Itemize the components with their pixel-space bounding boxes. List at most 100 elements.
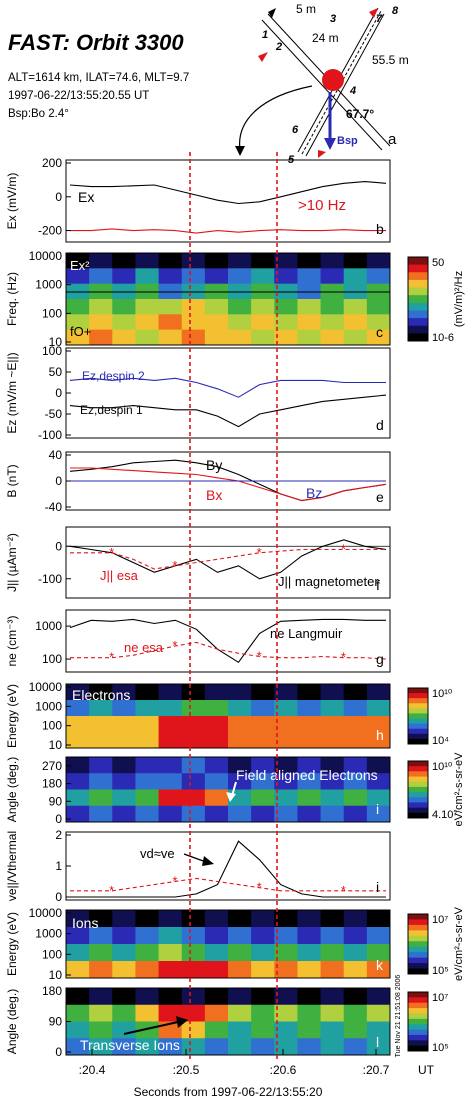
pitch-angle-cell: [228, 805, 252, 823]
y-axis-label: ne (cm⁻³): [5, 615, 19, 666]
ion-pitch-cell: [135, 1021, 160, 1039]
ion-pitch-cell: [343, 1038, 368, 1056]
ion-pitch-cell: [228, 1038, 252, 1056]
electron-energy-cell: [297, 684, 322, 701]
colorbar-swatch: [408, 295, 428, 304]
electron-energy-cell: [343, 684, 368, 701]
field-ratio: Bsp:Bo 2.4°: [8, 108, 69, 120]
ion-energy-cell: [204, 944, 229, 962]
colorbar-swatch: [408, 941, 428, 948]
panel-letter: i: [376, 801, 379, 817]
ion-energy-cell: [158, 910, 183, 928]
ion-pitch-cell: [181, 1038, 206, 1056]
probe-marker: [258, 52, 268, 62]
colorbar-swatch: [408, 1045, 428, 1052]
probe-number: 7: [376, 13, 383, 25]
panel-frame: [65, 159, 391, 243]
ion-energy-cell: [274, 961, 298, 979]
y-tick-label: 0: [55, 474, 62, 488]
electron-energy-cell: [135, 700, 160, 717]
y-tick-label: 10000: [29, 906, 63, 920]
y-tick-label: 10: [49, 335, 63, 349]
electron-energy-cell: [228, 716, 252, 733]
colorbar-swatch: [408, 302, 428, 311]
spectrogram-cell: [158, 314, 183, 331]
colorbar-swatch: [408, 723, 428, 730]
colorbar-max: 10⁷: [432, 992, 448, 1004]
annotation-arrow-head: [202, 856, 214, 866]
x-axis-label: Seconds from 1997-06-22/13:55:20: [134, 1085, 323, 1099]
spectrogram-cell: [343, 329, 368, 346]
electron-energy-cell: [228, 732, 252, 749]
spectrogram-cell: [343, 314, 368, 331]
x-tick-label: :20.7: [363, 1063, 390, 1077]
annotation-arrow: [183, 853, 207, 863]
series-line: [69, 539, 387, 580]
ion-energy-cell: [343, 944, 368, 962]
pitch-angle-cell: [66, 773, 90, 790]
electron-energy-cell: [204, 732, 229, 749]
ion-energy-cell: [274, 910, 298, 928]
y-tick-label: 0: [55, 386, 62, 400]
y-tick-label: -200: [38, 224, 62, 238]
y-tick-label: 50: [49, 365, 63, 379]
ion-pitch-cell: [158, 1038, 183, 1056]
electron-energy-cell: [158, 716, 183, 733]
y-tick-label: 0: [55, 812, 62, 826]
colorbar-min: 10⁵: [432, 965, 449, 977]
panel-letter: l: [376, 1034, 379, 1050]
ion-energy-cell: [343, 910, 368, 928]
y-tick-label: 200: [42, 156, 62, 170]
ion-energy-cell: [181, 910, 206, 928]
spectrogram-cell: [320, 314, 345, 331]
spectrogram-cell: [66, 329, 90, 346]
ion-pitch-cell: [135, 1038, 160, 1056]
colorbar-frame: [407, 687, 429, 745]
spectrogram-cell: [297, 299, 322, 315]
electron-energy-cell: [158, 732, 183, 749]
ion-pitch-cell: [228, 1004, 252, 1022]
ion-energy-cell: [181, 944, 206, 962]
y-axis-label: Angle (deg.): [5, 989, 19, 1054]
y-tick-label: 180: [42, 984, 62, 998]
panel-annotation: Ex²: [70, 258, 90, 273]
ion-energy-cell: [135, 944, 160, 962]
colorbar-swatch: [408, 797, 428, 803]
panel-letter: i: [376, 879, 379, 895]
pitch-angle-cell: [66, 805, 90, 823]
y-tick-label: 100: [42, 306, 62, 320]
ion-pitch-cell: [343, 988, 368, 1006]
ion-energy-cell: [343, 927, 368, 945]
spectrogram-cell: [112, 329, 136, 346]
series-label: By: [206, 457, 222, 473]
pointer-arrow-head: [235, 146, 245, 156]
ion-pitch-cell: [228, 988, 252, 1006]
spectrogram-cell: [112, 253, 136, 269]
y-tick-label: 100: [42, 652, 62, 666]
y-tick-label: 1000: [35, 619, 62, 633]
series-label: Bx: [206, 487, 222, 503]
electron-energy-cell: [89, 684, 113, 701]
electron-energy-cell: [251, 684, 275, 701]
series-line: [70, 877, 386, 892]
pitch-angle-cell: [366, 805, 391, 823]
colorbar-swatch: [408, 792, 428, 798]
colorbar-swatch: [408, 738, 428, 745]
colorbar-swatch: [408, 310, 428, 319]
pitch-angle-cell: [89, 757, 113, 774]
probe-number: 4: [349, 85, 356, 97]
ion-energy-cell: [228, 927, 252, 945]
colorbar-swatch: [408, 930, 428, 937]
spectrogram-cell: [228, 253, 252, 269]
spectrogram-cell: [181, 314, 206, 331]
electron-energy-cell: [66, 684, 90, 701]
spectrogram-cell: [320, 299, 345, 315]
ion-energy-cell: [228, 961, 252, 979]
colorbar-swatch: [408, 914, 428, 920]
ion-pitch-cell: [251, 1004, 275, 1022]
spectrogram-cell: [204, 329, 229, 346]
spectrogram-cell: [181, 329, 206, 346]
colorbar-swatch: [408, 1034, 428, 1041]
panel-frame: [65, 683, 391, 749]
